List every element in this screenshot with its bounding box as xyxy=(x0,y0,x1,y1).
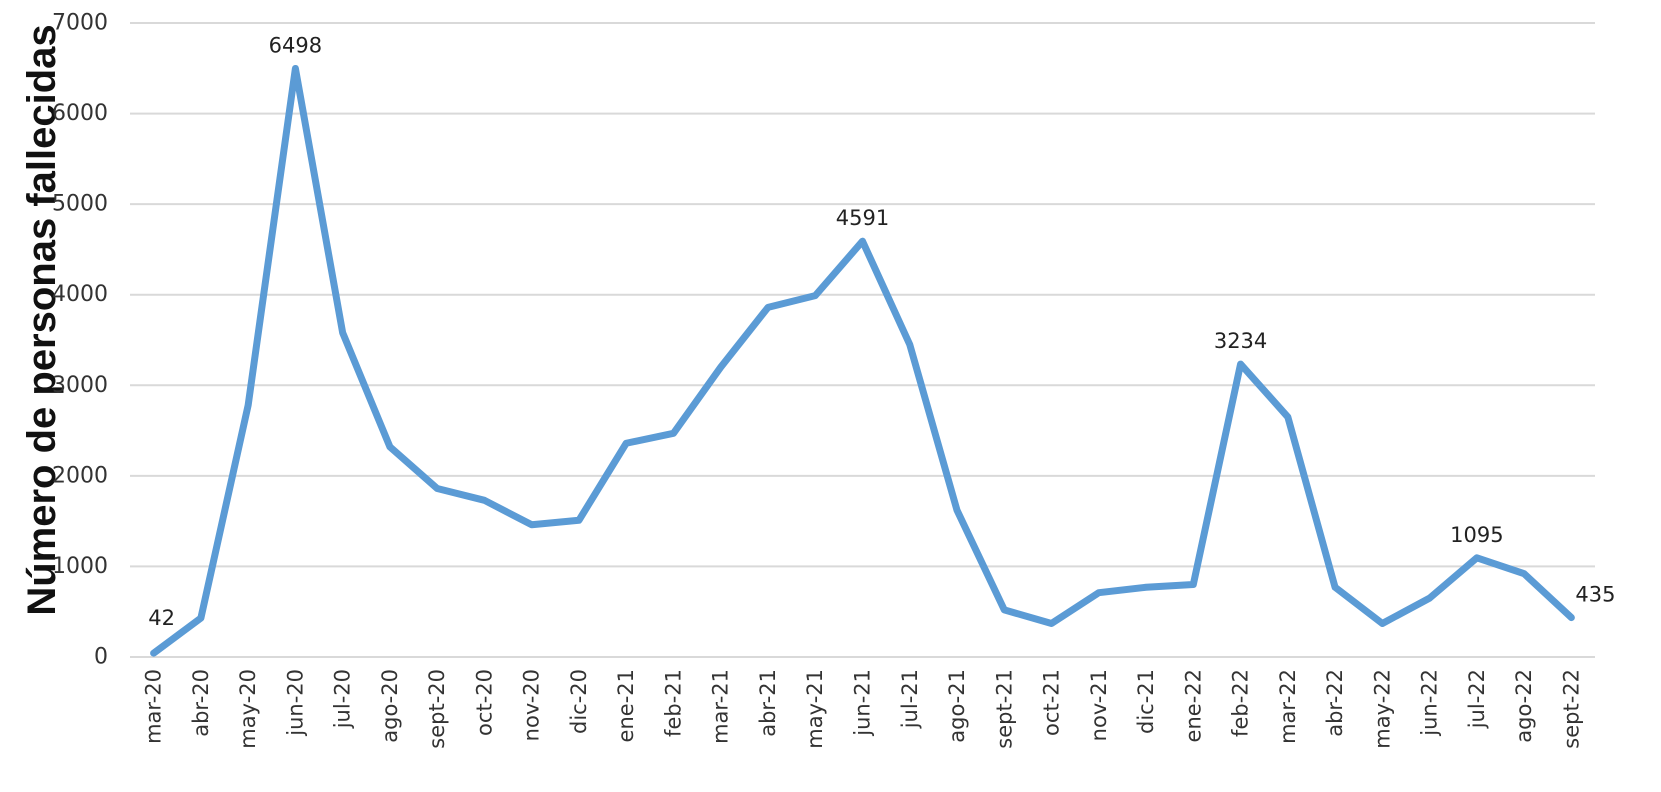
data-point xyxy=(341,331,344,334)
data-label: 6498 xyxy=(269,33,322,57)
data-point xyxy=(1334,586,1337,589)
data-point xyxy=(247,404,250,407)
x-tick-label: jul-21 xyxy=(898,669,922,729)
data-point xyxy=(1003,608,1006,611)
y-tick-label: 3000 xyxy=(52,373,108,398)
data-point xyxy=(861,240,864,243)
x-tick-label: abr-20 xyxy=(189,669,213,737)
x-tick-label: ene-21 xyxy=(614,669,638,742)
x-tick-label: oct-21 xyxy=(1040,669,1064,736)
data-point xyxy=(1475,556,1478,559)
y-tick-label: 2000 xyxy=(52,463,108,488)
x-tick-label: mar-21 xyxy=(709,669,733,744)
x-tick-label: may-22 xyxy=(1370,669,1394,749)
y-axis-label: Número de personas fallecidas xyxy=(20,24,64,615)
data-point xyxy=(1428,597,1431,600)
data-labels: 42 6498 4591 3234 1095 435 xyxy=(148,33,1615,630)
data-point xyxy=(1286,415,1289,418)
x-tick-label: sept-21 xyxy=(992,669,1016,749)
data-point xyxy=(1381,622,1384,625)
x-tick-label: may-20 xyxy=(236,669,260,749)
data-point xyxy=(625,442,628,445)
x-tick-label: nov-21 xyxy=(1087,669,1111,741)
x-tick-label: sept-20 xyxy=(425,669,449,749)
x-tick-label: jun-20 xyxy=(283,669,307,737)
data-point xyxy=(908,343,911,346)
x-axis-ticks: mar-20 abr-20 may-20 jun-20 jul-20 ago-20 sept… xyxy=(142,669,1584,749)
data-point xyxy=(483,499,486,502)
x-tick-label: feb-22 xyxy=(1229,669,1253,737)
y-tick-label: 5000 xyxy=(52,192,108,217)
data-point xyxy=(766,306,769,309)
y-tick-label: 0 xyxy=(94,645,108,670)
data-point xyxy=(1523,572,1526,575)
x-tick-label: abr-22 xyxy=(1323,669,1347,737)
x-tick-label: jun-21 xyxy=(851,669,875,737)
x-tick-label: sept-22 xyxy=(1559,669,1583,749)
x-tick-label: jul-22 xyxy=(1465,669,1489,729)
x-tick-label: jul-20 xyxy=(331,669,355,729)
series-layer xyxy=(150,64,1575,657)
data-point xyxy=(1239,363,1242,366)
x-tick-label: dic-21 xyxy=(1134,669,1158,734)
data-point xyxy=(1050,622,1053,625)
data-point xyxy=(672,432,675,435)
x-tick-label: ene-22 xyxy=(1181,669,1205,742)
data-label: 435 xyxy=(1575,583,1615,607)
data-point xyxy=(956,509,959,512)
data-point xyxy=(388,445,391,448)
y-tick-label: 1000 xyxy=(52,554,108,579)
data-point xyxy=(436,487,439,490)
x-tick-label: jun-22 xyxy=(1418,669,1442,737)
x-tick-label: ago-20 xyxy=(378,669,402,743)
data-label: 3234 xyxy=(1214,329,1267,353)
data-point xyxy=(1097,591,1100,594)
y-tick-label: 4000 xyxy=(52,282,108,307)
data-point xyxy=(1145,586,1148,589)
data-label: 1095 xyxy=(1450,523,1503,547)
data-point xyxy=(199,617,202,620)
data-point xyxy=(530,523,533,526)
data-point xyxy=(294,67,297,70)
x-tick-label: mar-22 xyxy=(1276,669,1300,744)
data-point xyxy=(814,294,817,297)
x-tick-label: nov-20 xyxy=(520,669,544,741)
data-point xyxy=(577,519,580,522)
data-point xyxy=(152,652,155,655)
data-point xyxy=(719,366,722,369)
gridlines xyxy=(130,22,1595,658)
x-tick-label: abr-21 xyxy=(756,669,780,737)
y-tick-label: 6000 xyxy=(52,101,108,126)
x-tick-label: dic-20 xyxy=(567,669,591,734)
x-tick-label: feb-21 xyxy=(661,669,685,737)
x-tick-label: may-21 xyxy=(803,669,827,749)
x-tick-label: mar-20 xyxy=(142,669,166,744)
x-tick-label: oct-20 xyxy=(472,669,496,736)
y-tick-label: 7000 xyxy=(52,11,108,36)
data-point xyxy=(1570,616,1573,619)
data-point xyxy=(1192,583,1195,586)
data-label: 4591 xyxy=(836,206,889,230)
x-tick-label: ago-22 xyxy=(1512,669,1536,743)
y-axis-ticks: 0 1000 2000 3000 4000 5000 6000 7000 xyxy=(52,11,108,670)
x-tick-label: ago-21 xyxy=(945,669,969,743)
data-label: 42 xyxy=(148,606,175,630)
